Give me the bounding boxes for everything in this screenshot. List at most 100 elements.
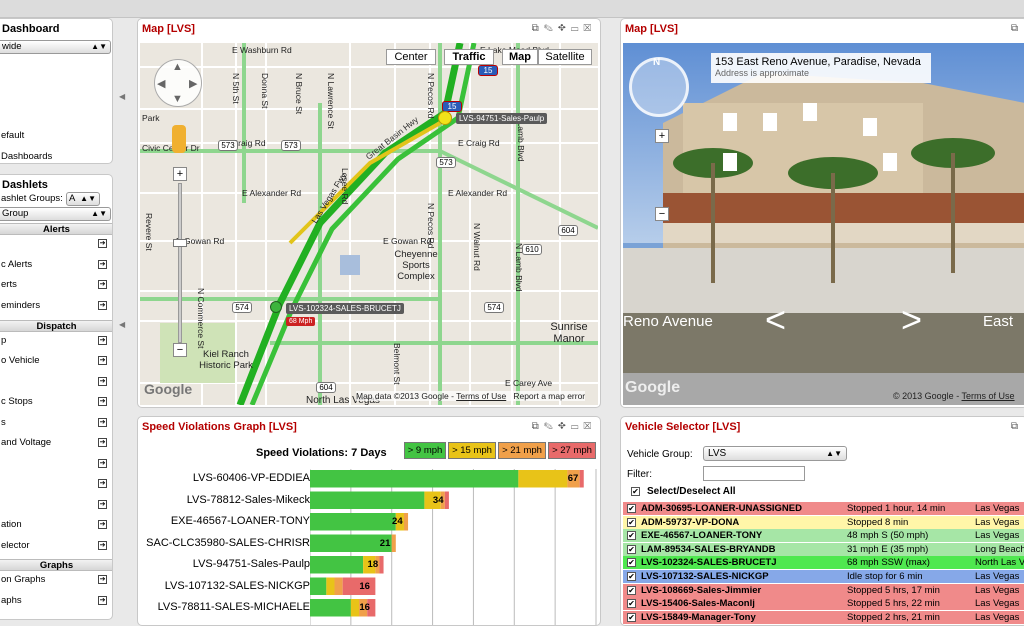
dashlet-item[interactable]: o Vehicle ➔ (0, 354, 111, 368)
copy-icon[interactable]: ⧉ (1010, 23, 1023, 34)
terms-link[interactable]: Terms of Use (961, 391, 1015, 401)
edit-icon[interactable]: ✎ (543, 23, 558, 34)
dashlet-groups-select[interactable]: A ▲▼ (66, 192, 100, 206)
vehicle-row[interactable]: ✔ LVS-107132-SALES-NICKGP Idle stop for 6 … (623, 570, 1024, 583)
vehicle-row[interactable]: ✔ ADM-30695-LOANER-UNASSIGNED Stopped 1 ho… (623, 502, 1024, 515)
collapse-left-icon[interactable]: ◀ (119, 320, 126, 329)
vehicle-checkbox[interactable]: ✔ (627, 531, 636, 541)
bar-segment[interactable] (379, 556, 384, 574)
section-header[interactable]: Dispatch (0, 319, 112, 332)
copy-icon[interactable]: ⧉ (1010, 421, 1023, 432)
dashlet-item[interactable]: ➔ (0, 375, 111, 389)
bar-segment[interactable] (359, 599, 368, 617)
copy-icon[interactable]: ⧉ (531, 23, 544, 34)
add-dashlet-icon[interactable]: ➔ (98, 417, 107, 427)
add-dashlet-icon[interactable]: ➔ (98, 438, 107, 448)
bar-segment[interactable] (310, 556, 364, 574)
satellite-button[interactable]: Satellite (538, 49, 592, 65)
traffic-button[interactable]: Traffic (444, 49, 494, 65)
add-dashlet-icon[interactable]: ➔ (98, 479, 107, 489)
vehicle-checkbox[interactable]: ✔ (627, 612, 636, 622)
dashlet-item[interactable]: c Stops ➔ (0, 395, 111, 409)
dashlet-item[interactable]: erts ➔ (0, 278, 111, 292)
add-dashlet-icon[interactable]: ➔ (98, 540, 107, 550)
vehicle-marker-icon[interactable] (270, 301, 282, 313)
dashlet-item[interactable]: ➔ (0, 498, 111, 512)
bar-segment[interactable] (395, 513, 404, 531)
add-dashlet-icon[interactable]: ➔ (98, 356, 107, 366)
dashlet-item[interactable]: elector ➔ (0, 539, 111, 553)
group-select[interactable]: Group ▲▼ (0, 207, 111, 221)
navigate-forward-arrow-icon[interactable]: > (901, 299, 923, 340)
bar-segment[interactable] (391, 534, 396, 553)
dashlet-item[interactable]: aphs ➔ (0, 594, 111, 608)
add-dashlet-icon[interactable]: ➔ (98, 575, 107, 585)
bar-segment[interactable] (444, 491, 449, 510)
maximize-icon[interactable]: ▭ (570, 23, 584, 34)
select-all-checkbox[interactable]: ✔ (631, 487, 640, 496)
filter-input[interactable] (703, 466, 805, 481)
dashlet-item[interactable]: ➔ (0, 457, 111, 471)
zoom-in-icon[interactable]: + (173, 167, 187, 181)
street-view-image[interactable]: N + − 153 East Reno Avenue, Paradise, Ne… (623, 43, 1024, 405)
zoom-out-icon[interactable]: − (655, 207, 669, 221)
bar-segment[interactable] (567, 470, 580, 488)
vehicle-checkbox[interactable]: ✔ (627, 544, 636, 554)
vehicle-row[interactable]: ✔ ADM-59737-VP-DONA Stopped 8 min Las Vegas (623, 515, 1024, 529)
close-icon[interactable]: ☒ (583, 421, 596, 432)
bar-segment[interactable] (518, 470, 568, 488)
dashboard-item-default[interactable]: efault (1, 130, 25, 141)
vehicle-checkbox[interactable]: ✔ (627, 585, 636, 595)
bar-segment[interactable] (403, 513, 409, 531)
add-dashlet-icon[interactable]: ➔ (98, 458, 107, 468)
navigate-back-arrow-icon[interactable]: < (765, 299, 787, 340)
vehicle-marker-label[interactable]: LVS-102324-SALES-BRUCETJ (286, 303, 404, 314)
vehicle-row[interactable]: ✔ LAM-89534-SALES-BRYANDB 31 mph E (35 mph… (623, 542, 1024, 556)
dashlet-item[interactable]: ation ➔ (0, 518, 111, 532)
bar-segment[interactable] (310, 534, 392, 553)
section-header[interactable]: Graphs (0, 559, 112, 572)
bar-segment[interactable] (310, 513, 396, 531)
bar-segment[interactable] (375, 556, 380, 574)
bar-segment[interactable] (363, 556, 376, 574)
bar-segment[interactable] (334, 577, 343, 596)
bar-segment[interactable] (310, 599, 351, 617)
dashlet-item[interactable]: s ➔ (0, 416, 111, 430)
move-icon[interactable]: ✥ (557, 421, 571, 432)
bar-segment[interactable] (424, 491, 441, 510)
vehicle-row[interactable]: ✔ EXE-46567-LOANER-TONY 48 mph S (50 mph) L… (623, 529, 1024, 543)
edit-icon[interactable]: ✎ (543, 421, 558, 432)
close-icon[interactable]: ☒ (583, 23, 596, 34)
vehicle-row[interactable]: ✔ LVS-108669-Sales-Jimmier Stopped 5 hrs, … (623, 583, 1024, 597)
dashlet-item[interactable]: ➔ (0, 477, 111, 491)
bar-segment[interactable] (440, 491, 445, 510)
copy-icon[interactable]: ⧉ (531, 421, 544, 432)
bar-segment[interactable] (367, 599, 376, 617)
add-dashlet-icon[interactable]: ➔ (98, 376, 107, 386)
vehicle-row[interactable]: ✔ LVS-15406-Sales-Maconlj Stopped 5 hrs, 2… (623, 597, 1024, 611)
street-map[interactable]: E Washburn Rd E Craig Rd E Alexander Rd … (140, 43, 598, 405)
zoom-handle[interactable] (173, 239, 187, 247)
dashboard-select[interactable]: wide ▲▼ (0, 40, 111, 54)
dashboard-item-dashboards[interactable]: Dashboards (1, 151, 53, 162)
terms-link[interactable]: Terms of Use (456, 391, 507, 401)
add-dashlet-icon[interactable]: ➔ (98, 301, 107, 311)
bar-segment[interactable] (326, 577, 335, 596)
center-button[interactable]: Center (386, 49, 436, 65)
dashlet-item[interactable]: p ➔ (0, 334, 111, 348)
vehicle-checkbox[interactable]: ✔ (627, 572, 636, 581)
section-header[interactable]: Alerts (0, 223, 112, 235)
bar-segment[interactable] (579, 470, 584, 488)
bar-segment[interactable] (310, 491, 425, 510)
vehicle-marker-label[interactable]: LVS-94751-Sales-Paulp (456, 113, 548, 124)
collapse-left-icon[interactable]: ◀ (119, 92, 126, 101)
add-dashlet-icon[interactable]: ➔ (98, 335, 107, 345)
vehicle-row[interactable]: ✔ LVS-102324-SALES-BRUCETJ 68 mph SSW (max… (623, 556, 1024, 570)
pan-control-icon[interactable]: ▲ ▼ ◀ ▶ (154, 59, 202, 107)
add-dashlet-icon[interactable]: ➔ (98, 499, 107, 509)
add-dashlet-icon[interactable]: ➔ (98, 520, 107, 530)
vehicle-checkbox[interactable]: ✔ (627, 599, 636, 609)
map-type-button[interactable]: Map (502, 49, 538, 65)
vehicle-checkbox[interactable]: ✔ (627, 558, 636, 568)
maximize-icon[interactable]: ▭ (570, 421, 584, 432)
